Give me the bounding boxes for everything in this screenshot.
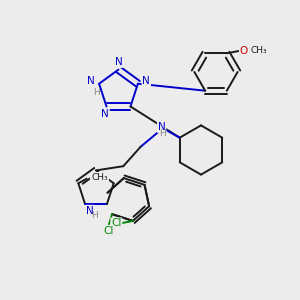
Text: N: N	[142, 76, 150, 86]
Text: Cl: Cl	[111, 218, 122, 228]
Text: Cl: Cl	[103, 226, 114, 236]
Text: H: H	[93, 88, 100, 97]
Text: N: N	[115, 57, 122, 67]
Text: H: H	[159, 129, 166, 138]
Text: H: H	[91, 211, 98, 220]
Text: CH₃: CH₃	[251, 46, 267, 56]
Text: N: N	[87, 76, 94, 86]
Text: N: N	[86, 206, 93, 216]
Text: N: N	[101, 109, 109, 119]
Text: N: N	[158, 122, 166, 132]
Text: O: O	[240, 46, 248, 56]
Text: CH₃: CH₃	[91, 173, 108, 182]
